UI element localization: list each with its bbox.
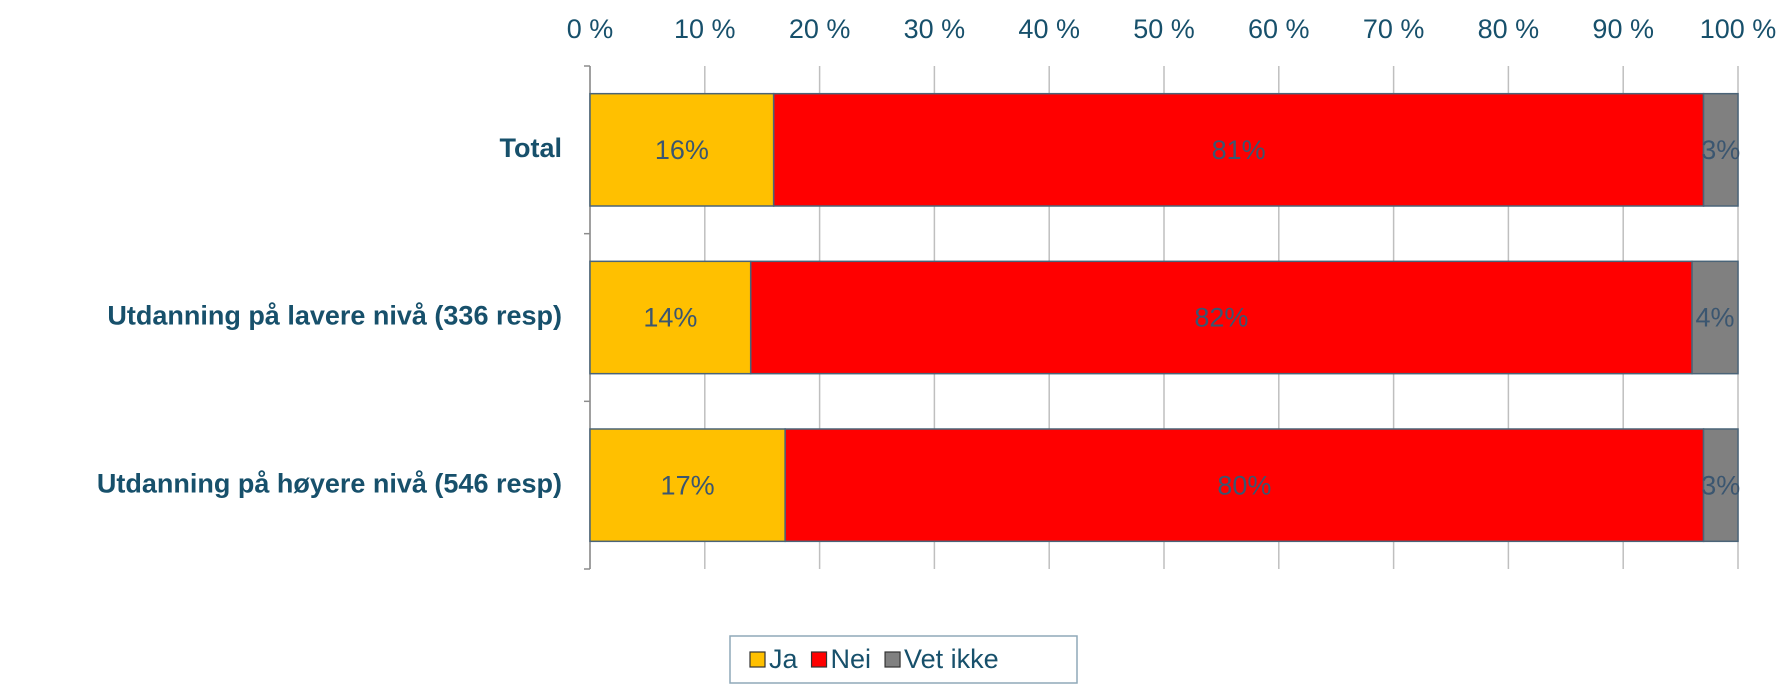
data-label: 3% [1701, 135, 1740, 165]
legend-label: Nei [831, 644, 872, 674]
bar-segment [1691, 260, 1739, 375]
x-tick-label: 0 % [567, 14, 614, 44]
x-tick-label: 30 % [904, 14, 966, 44]
data-label: 14% [643, 303, 697, 333]
legend: Ja Nei Vet ikke [749, 644, 999, 674]
x-tick-label: 10 % [674, 14, 736, 44]
data-label: 81% [1212, 135, 1266, 165]
category-label: Utdanning på lavere nivå (336 resp) [107, 301, 562, 331]
x-tick-label: 70 % [1363, 14, 1425, 44]
x-tick-label: 90 % [1592, 14, 1654, 44]
data-label: 80% [1217, 470, 1271, 500]
category-label: Total [500, 133, 563, 163]
bar-segment [1702, 92, 1739, 207]
data-label: 16% [655, 135, 709, 165]
x-tick-label: 100 % [1700, 14, 1777, 44]
bar-segment [784, 428, 1705, 543]
bars [589, 92, 1739, 543]
legend-label: Vet ikke [904, 644, 999, 674]
data-label: 3% [1701, 470, 1740, 500]
legend-label: Ja [769, 644, 799, 674]
x-tick-label: 20 % [789, 14, 851, 44]
category-label: Utdanning på høyere nivå (546 resp) [97, 468, 562, 498]
x-tick-label: 40 % [1018, 14, 1080, 44]
labels: 0 % 10 % 20 % 30 % 40 % 50 % 60 % 70 % 80 % 90 % 1… [97, 14, 1776, 500]
bar-segment [772, 92, 1705, 207]
legend-swatch [810, 651, 828, 668]
data-label: 4% [1696, 303, 1735, 333]
data-label: 82% [1194, 303, 1248, 333]
bar-segment [749, 260, 1693, 375]
data-label: 17% [661, 470, 715, 500]
bar-segment [589, 92, 775, 207]
x-tick-label: 60 % [1248, 14, 1310, 44]
bar-segment [589, 428, 786, 543]
legend-swatch [749, 651, 766, 668]
bar-segment [1702, 428, 1739, 543]
x-tick-label: 80 % [1478, 14, 1540, 44]
legend-swatch [884, 651, 901, 668]
bar-segment [589, 260, 752, 375]
legend-box [729, 635, 1078, 684]
x-tick-label: 50 % [1133, 14, 1195, 44]
